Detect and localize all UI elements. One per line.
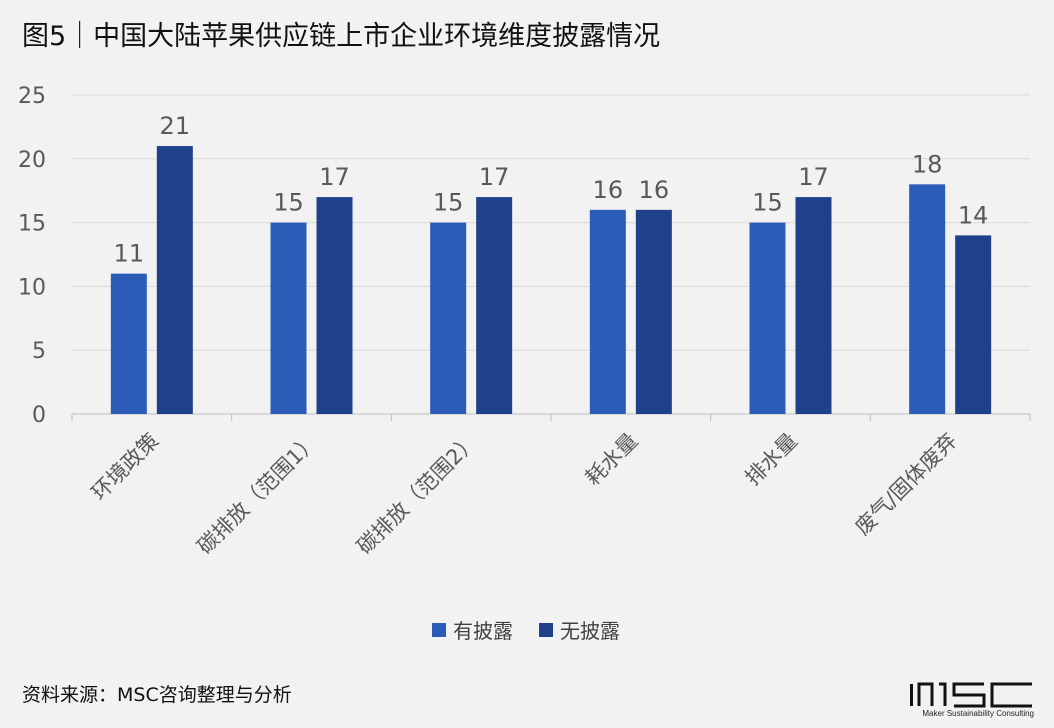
y-tick-label: 15 bbox=[18, 212, 46, 237]
legend: 有披露 无披露 bbox=[432, 615, 620, 644]
bar bbox=[316, 197, 353, 414]
data-label: 17 bbox=[798, 163, 829, 191]
bar-chart: 0 5 10 15 20 25 11 21 环境政策 15 17 碳排放（范围1） 15 17 碳排放（范围… bbox=[18, 84, 1031, 559]
legend-swatch-not-disclosed bbox=[539, 622, 553, 637]
bar bbox=[110, 273, 147, 414]
x-tick-label: 废气/固体废弃 bbox=[851, 429, 962, 540]
y-tick-label: 0 bbox=[32, 403, 46, 428]
legend-item-disclosed: 有披露 bbox=[432, 615, 513, 644]
source-note: 资料来源：MSC咨询整理与分析 bbox=[22, 684, 292, 706]
bar bbox=[589, 209, 626, 414]
data-label: 15 bbox=[273, 189, 304, 217]
logo-tagline: Maker Sustainability Consulting bbox=[922, 709, 1034, 718]
x-tick-label: 环境政策 bbox=[87, 429, 163, 505]
y-tick-label: 5 bbox=[32, 339, 46, 364]
legend-label-disclosed: 有披露 bbox=[453, 619, 513, 643]
data-label: 18 bbox=[912, 150, 943, 178]
legend-label-not-disclosed: 无披露 bbox=[560, 619, 620, 643]
bar bbox=[476, 197, 513, 414]
x-tick-label: 碳排放（范围2） bbox=[352, 429, 482, 559]
msc-logo: Maker Sustainability Consulting bbox=[908, 682, 1038, 722]
y-tick-label: 20 bbox=[18, 148, 46, 173]
msc-logo-mark bbox=[910, 682, 1032, 708]
bar bbox=[955, 235, 992, 414]
legend-item-not-disclosed: 无披露 bbox=[539, 615, 620, 644]
data-label: 21 bbox=[160, 112, 191, 140]
data-label: 16 bbox=[639, 176, 670, 204]
data-label: 16 bbox=[593, 176, 624, 204]
data-label: 17 bbox=[479, 163, 510, 191]
bar bbox=[909, 184, 946, 414]
y-tick-label: 10 bbox=[18, 275, 46, 300]
chart-title: 图5｜中国大陆苹果供应链上市企业环境维度披露情况 bbox=[22, 21, 661, 52]
x-tick-label: 耗水量 bbox=[581, 429, 643, 491]
bar bbox=[635, 209, 672, 414]
data-label: 15 bbox=[433, 189, 464, 217]
data-label: 15 bbox=[752, 189, 783, 217]
bar bbox=[270, 222, 307, 414]
bar bbox=[430, 222, 467, 414]
bar bbox=[795, 197, 832, 414]
x-tick-label: 碳排放（范围1） bbox=[193, 429, 323, 559]
data-label: 17 bbox=[319, 163, 350, 191]
x-tick-label: 排水量 bbox=[741, 429, 803, 491]
bar bbox=[156, 146, 193, 415]
y-tick-label: 25 bbox=[18, 84, 46, 109]
data-label: 11 bbox=[114, 240, 145, 268]
bar bbox=[749, 222, 786, 414]
legend-swatch-disclosed bbox=[432, 622, 446, 637]
data-label: 14 bbox=[958, 201, 989, 229]
